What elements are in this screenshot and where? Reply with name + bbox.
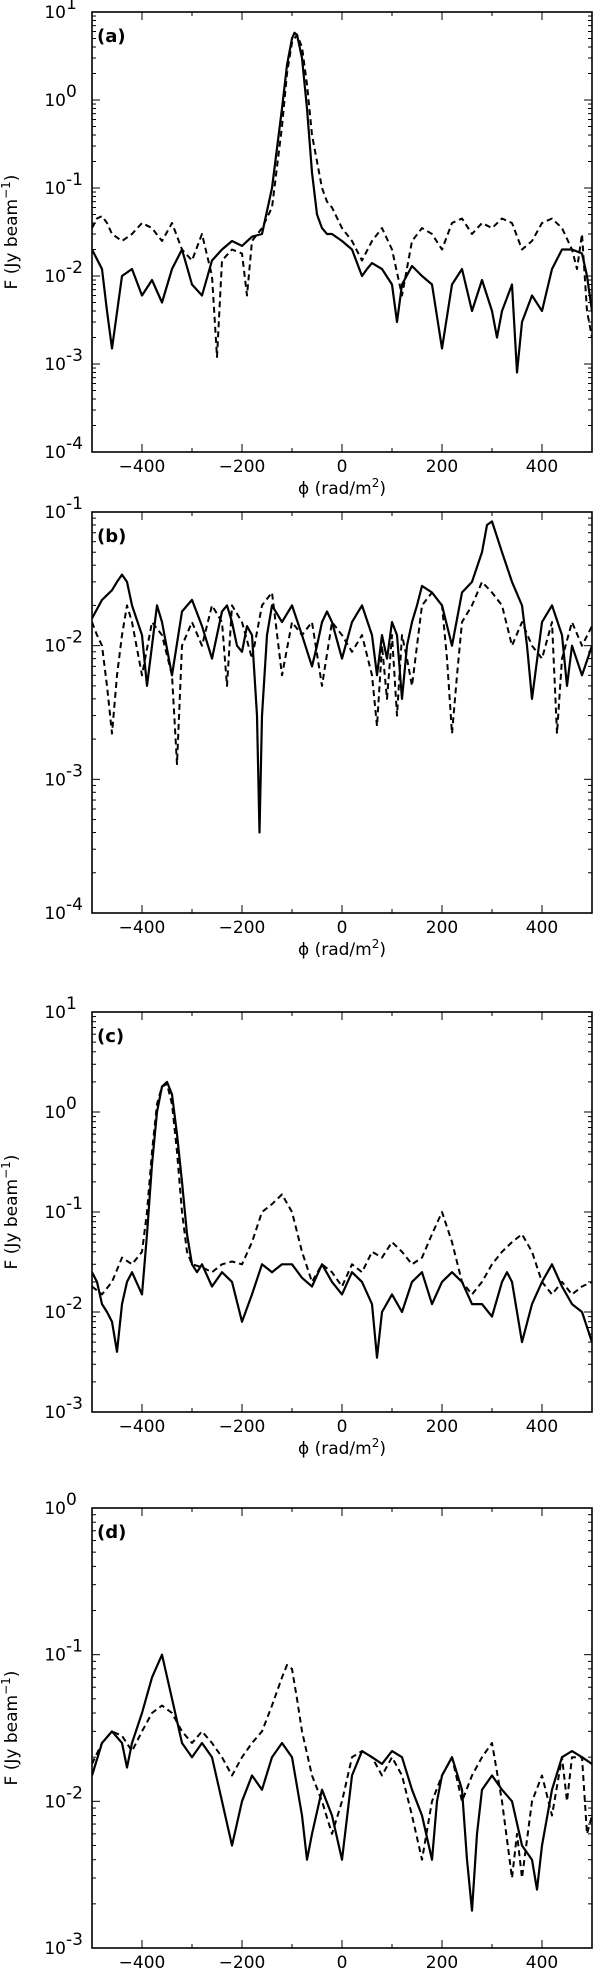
y-tick-label-exponent: -3 xyxy=(66,1930,83,1950)
panel-label: (b) xyxy=(97,526,126,547)
y-tick-label: 10 xyxy=(44,179,66,199)
x-axis-label: ϕ (rad/m2) xyxy=(298,1436,386,1459)
y-tick-label-exponent: 0 xyxy=(66,1094,77,1114)
panel-label: (a) xyxy=(97,26,126,47)
y-tick-label-exponent: -1 xyxy=(66,1637,83,1657)
y-tick-label: 10 xyxy=(44,904,66,924)
x-tick-label: 0 xyxy=(337,918,348,938)
y-tick-label-exponent: -4 xyxy=(66,434,83,454)
y-tick-label: 10 xyxy=(44,1303,66,1323)
series-dashed-line xyxy=(92,580,592,766)
x-tick-label: −200 xyxy=(219,918,266,938)
x-tick-label: −200 xyxy=(219,457,266,477)
x-tick-label: −400 xyxy=(119,1953,166,1969)
y-tick-label-exponent: -1 xyxy=(66,170,83,190)
x-tick-label: 200 xyxy=(426,1953,458,1969)
y-tick-label-exponent: -2 xyxy=(66,1783,83,1803)
x-tick-label: −400 xyxy=(119,918,166,938)
y-tick-label: 10 xyxy=(44,267,66,287)
x-tick-label: 400 xyxy=(526,457,558,477)
y-tick-label-exponent: -3 xyxy=(66,761,83,781)
y-tick-label: 10 xyxy=(44,91,66,111)
x-tick-label: 400 xyxy=(526,1417,558,1437)
series-dashed-line xyxy=(92,1664,592,1879)
y-axis-label: F (Jy beam−1) xyxy=(0,175,22,290)
series-solid-line xyxy=(92,1653,592,1912)
y-tick-label: 10 xyxy=(44,1103,66,1123)
y-tick-label-exponent: -3 xyxy=(66,346,83,366)
y-tick-label: 10 xyxy=(44,1646,66,1666)
x-tick-label: 400 xyxy=(526,918,558,938)
y-tick-label-exponent: -2 xyxy=(66,628,83,648)
plot-frame xyxy=(91,1507,593,1949)
y-tick-label-exponent: -3 xyxy=(66,1394,83,1414)
x-tick-label: 200 xyxy=(426,457,458,477)
x-tick-label: −400 xyxy=(119,457,166,477)
y-tick-label: 10 xyxy=(44,770,66,790)
y-tick-label-exponent: -1 xyxy=(66,494,83,514)
y-tick-label-exponent: -2 xyxy=(66,258,83,278)
x-tick-label: 0 xyxy=(337,1953,348,1969)
y-tick-label: 10 xyxy=(44,503,66,523)
x-tick-label: 0 xyxy=(337,1417,348,1437)
y-tick-label: 10 xyxy=(44,1003,66,1023)
series-solid-line xyxy=(92,31,592,374)
y-tick-label-exponent: 0 xyxy=(66,1490,77,1510)
panel-label: (d) xyxy=(97,1522,126,1543)
series-solid-line xyxy=(92,1080,592,1359)
y-tick-label-exponent: -4 xyxy=(66,895,83,915)
y-tick-label: 10 xyxy=(44,1203,66,1223)
y-tick-label: 10 xyxy=(44,3,66,23)
plot-frame xyxy=(91,1011,593,1413)
panel-label: (c) xyxy=(97,1026,124,1047)
plot-frame xyxy=(91,511,593,914)
y-tick-label: 10 xyxy=(44,1499,66,1519)
series-dashed-line xyxy=(92,33,592,358)
y-tick-label: 10 xyxy=(44,637,66,657)
x-tick-label: 200 xyxy=(426,918,458,938)
series-solid-line xyxy=(92,520,592,834)
y-tick-label: 10 xyxy=(44,1939,66,1959)
y-tick-label: 10 xyxy=(44,1403,66,1423)
y-tick-label-exponent: -1 xyxy=(66,1194,83,1214)
y-tick-label-exponent: -2 xyxy=(66,1294,83,1314)
y-tick-label: 10 xyxy=(44,1792,66,1812)
x-tick-label: −400 xyxy=(119,1417,166,1437)
series-dashed-line xyxy=(92,1083,592,1296)
x-tick-label: 200 xyxy=(426,1417,458,1437)
x-tick-label: 400 xyxy=(526,1953,558,1969)
y-tick-label: 10 xyxy=(44,355,66,375)
x-tick-label: −200 xyxy=(219,1953,266,1969)
x-tick-label: 0 xyxy=(337,457,348,477)
y-axis-label: F (Jy beam−1) xyxy=(0,1155,22,1270)
y-tick-label-exponent: 0 xyxy=(66,82,77,102)
y-tick-label-exponent: 1 xyxy=(66,0,77,14)
y-axis-label: F (Jy beam−1) xyxy=(0,1671,22,1786)
x-axis-label: ϕ (rad/m2) xyxy=(298,476,386,499)
y-tick-label-exponent: 1 xyxy=(66,994,77,1014)
x-tick-label: −200 xyxy=(219,1417,266,1437)
y-tick-label: 10 xyxy=(44,443,66,463)
x-axis-label: ϕ (rad/m2) xyxy=(298,937,386,960)
